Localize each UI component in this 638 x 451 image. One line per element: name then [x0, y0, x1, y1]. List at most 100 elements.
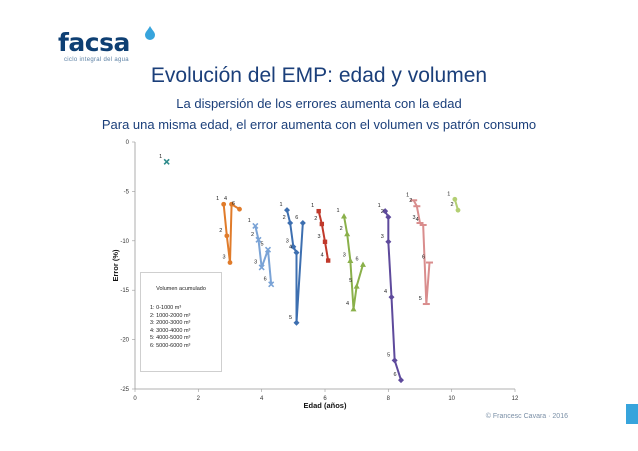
data-point [322, 239, 328, 244]
data-point [360, 261, 366, 267]
data-label: 2 [219, 228, 222, 234]
logo-wordmark: facsa [58, 28, 130, 57]
legend-title: Volumen acumulado [156, 286, 206, 292]
y-tick-label: 0 [126, 140, 130, 146]
data-point [388, 294, 395, 301]
data-point [287, 220, 294, 227]
data-label: 5 [260, 242, 263, 248]
legend-item: 2: 1000-2000 m³ [150, 312, 191, 319]
x-tick-label: 12 [512, 396, 519, 402]
legend-item: 6: 5000-6000 m³ [150, 342, 191, 349]
y-tick-label: -25 [120, 387, 129, 393]
series-line [222, 202, 241, 263]
data-label: 2 [314, 216, 317, 222]
series-line [412, 199, 431, 305]
data-label: 3 [412, 215, 415, 221]
data-label: 4 [346, 301, 349, 307]
slide-title: Evolución del EMP: edad y volumen [150, 64, 488, 87]
accent-bar [626, 404, 638, 424]
data-point [293, 249, 300, 256]
data-point [284, 207, 290, 214]
data-label: 2 [340, 226, 343, 232]
data-point [426, 261, 433, 264]
data-point [163, 158, 170, 165]
x-tick-label: 2 [197, 396, 201, 402]
data-label: 1 [447, 191, 450, 197]
data-label: 1 [378, 203, 381, 209]
data-point [422, 303, 430, 306]
data-label: 6 [422, 255, 425, 261]
data-point [316, 208, 321, 214]
x-tick-label: 6 [323, 396, 327, 402]
data-point [452, 196, 458, 202]
data-point [224, 233, 230, 239]
data-label: 6 [232, 201, 235, 207]
data-label: 6 [393, 372, 396, 378]
data-point [385, 214, 392, 221]
data-label: 4 [289, 245, 292, 251]
data-point [252, 222, 259, 230]
data-point [290, 243, 297, 250]
series-line [286, 209, 304, 323]
data-label: 4 [321, 253, 324, 259]
data-point [299, 220, 306, 227]
data-label: 6 [264, 276, 267, 282]
data-point [344, 230, 351, 237]
chart-legend: Volumen acumulado 1: 0-1000 m³ 2: 1000-2… [140, 272, 222, 372]
data-label: 2 [251, 232, 254, 238]
data-point [341, 213, 347, 219]
data-label: 3 [381, 234, 384, 240]
data-label: 5 [289, 315, 292, 321]
data-label: 2 [283, 215, 286, 221]
legend-item: 4: 3000-4000 m³ [150, 327, 191, 334]
data-point [319, 221, 325, 227]
data-label: 6 [355, 257, 358, 263]
data-label: 3 [286, 239, 289, 245]
data-label: 1 [159, 154, 162, 160]
data-label: 5 [387, 352, 390, 358]
data-label: 3 [222, 255, 225, 261]
data-point [325, 258, 331, 263]
series-line [343, 215, 364, 310]
data-point [419, 223, 427, 226]
data-point [221, 201, 227, 207]
data-label: 2 [450, 202, 453, 208]
data-label: 3 [254, 259, 257, 265]
data-point [416, 222, 424, 225]
data-point [391, 357, 398, 364]
x-axis-title: Edad (años) [304, 401, 347, 410]
data-label: 6 [295, 215, 298, 221]
legend-item: 3: 2000-3000 m³ [150, 320, 191, 326]
data-label: 4 [384, 289, 387, 295]
y-tick-label: -10 [120, 239, 129, 245]
data-point [353, 283, 360, 289]
logo-tagline: ciclo integral del agua [64, 57, 129, 63]
water-drop-icon [145, 26, 155, 40]
data-point [227, 260, 233, 265]
data-label: 5 [419, 296, 422, 302]
data-point [229, 201, 234, 207]
x-tick-label: 10 [448, 396, 455, 402]
data-label: 1 [248, 218, 251, 224]
series-line [317, 210, 330, 261]
data-point [293, 319, 300, 326]
data-point [410, 199, 418, 202]
y-tick-label: -15 [120, 288, 129, 294]
legend-item: 5: 4000-5000 m³ [150, 335, 191, 341]
data-label: 3 [317, 234, 320, 240]
x-tick-label: 4 [260, 396, 264, 402]
data-point [347, 257, 354, 263]
data-point [268, 281, 275, 288]
data-point [255, 236, 262, 243]
data-point [398, 377, 404, 384]
data-label: 1 [311, 203, 314, 209]
data-point [382, 208, 389, 215]
data-label: 2 [381, 209, 384, 215]
x-tick-label: 8 [387, 396, 391, 402]
slide-subtitle-2: Para una misma edad, el error aumenta co… [101, 117, 537, 132]
y-tick-label: -5 [124, 189, 130, 195]
y-axis-title: Error (%) [111, 249, 120, 282]
facsa-logo: facsa ciclo integral del agua [58, 26, 168, 68]
data-point [455, 207, 461, 213]
